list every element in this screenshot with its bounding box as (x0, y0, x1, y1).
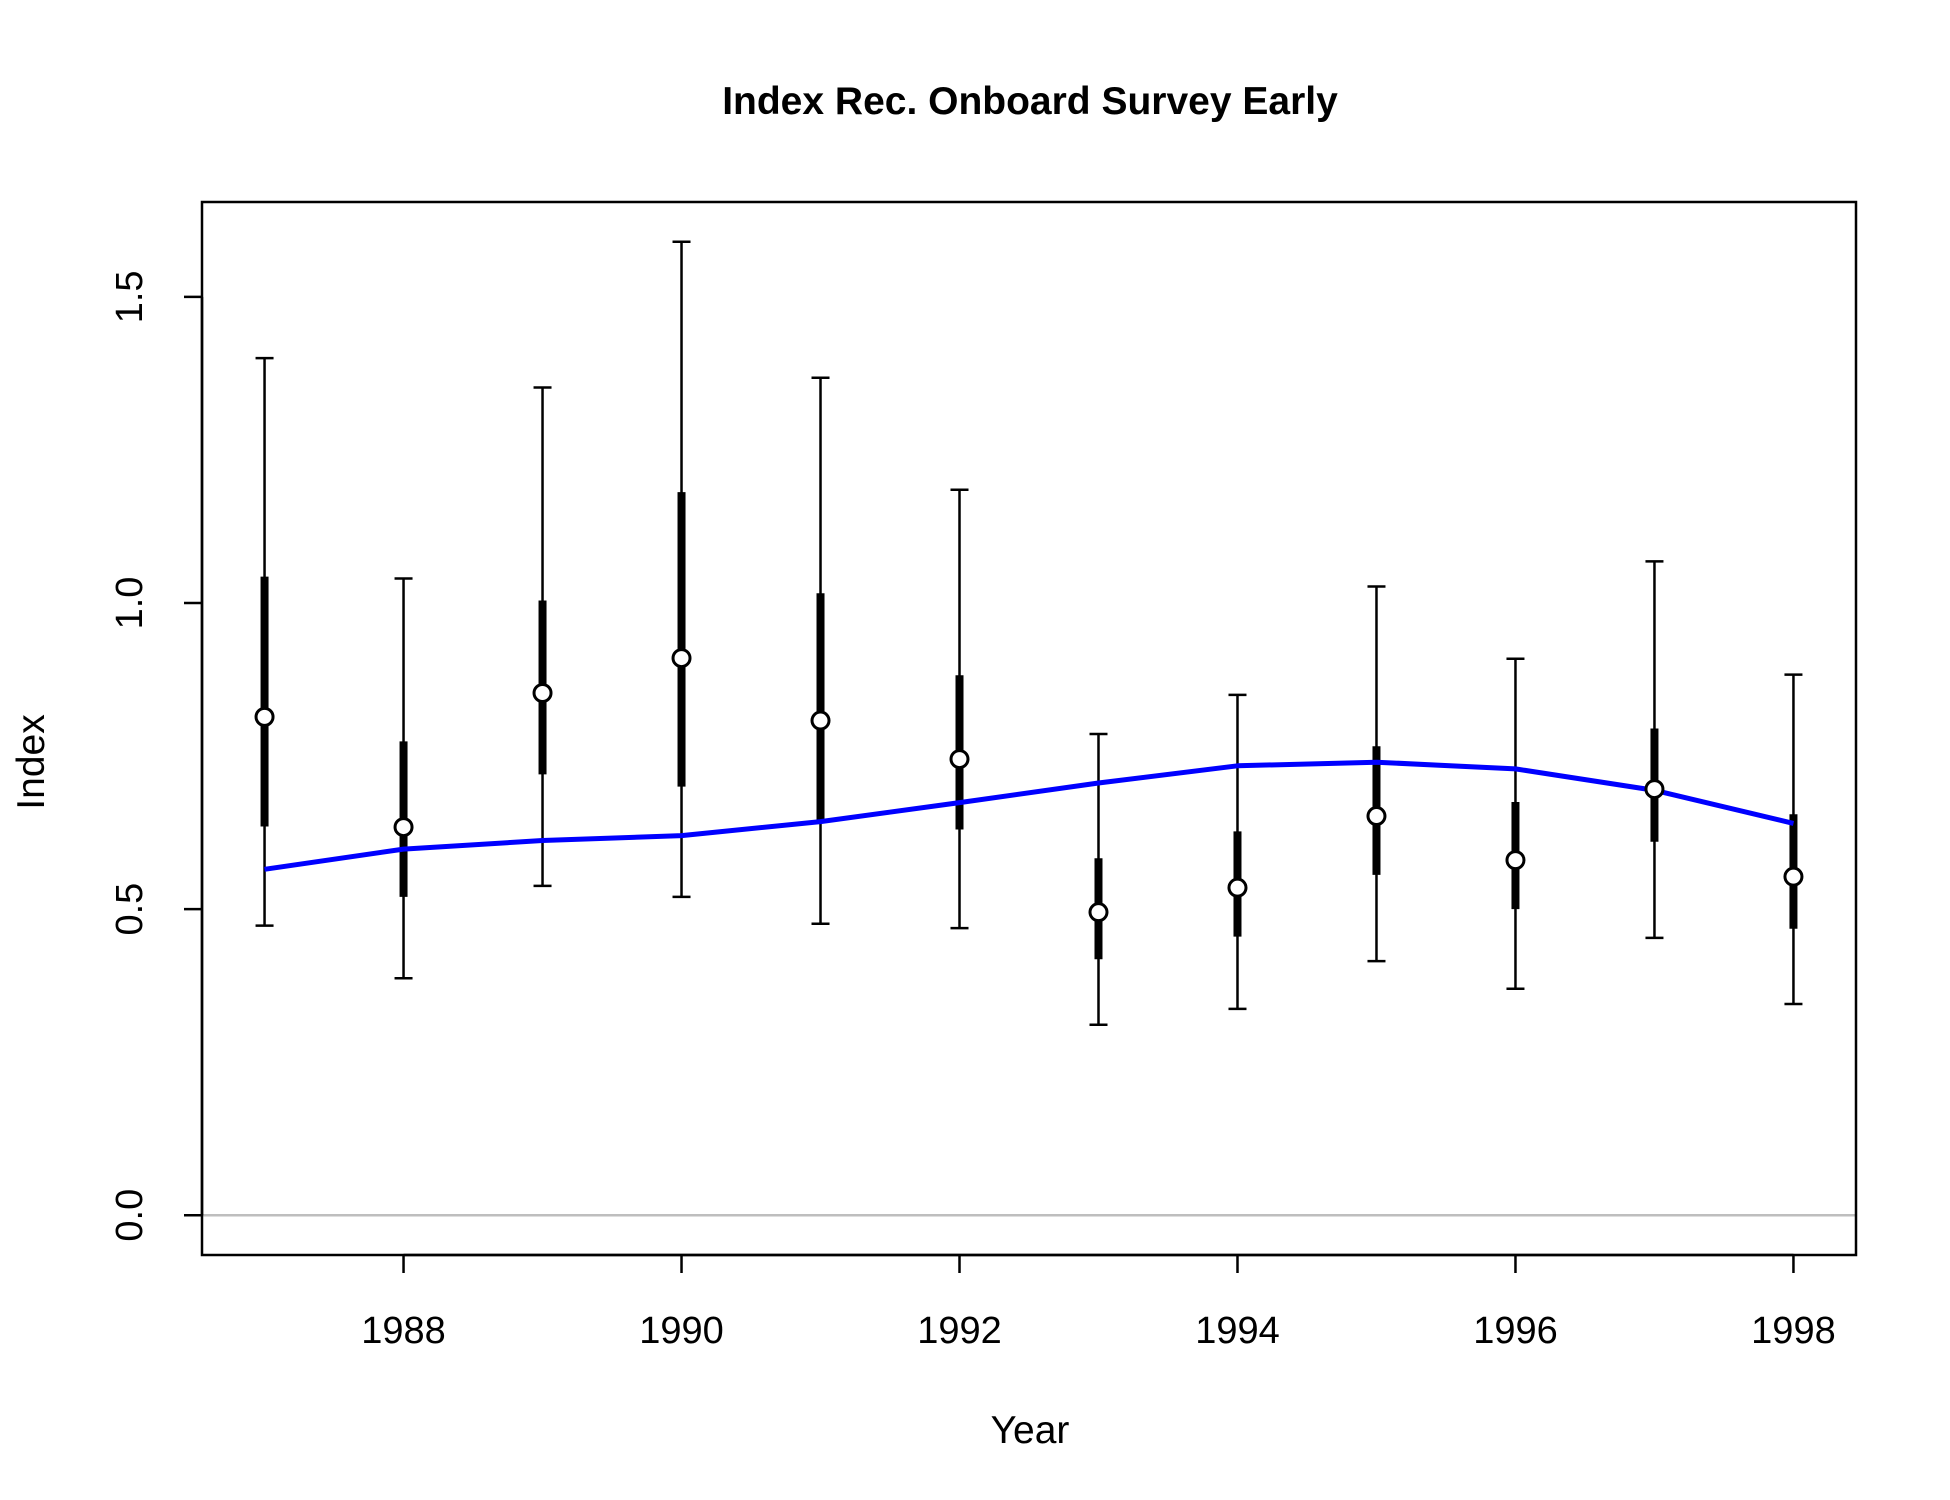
observed-point (949, 749, 970, 770)
observed-point (254, 706, 275, 727)
y-tick-label: 1.0 (109, 577, 151, 630)
x-tick-label: 1988 (361, 1310, 446, 1352)
observed-point (671, 648, 692, 669)
observed-point (1783, 866, 1804, 887)
y-tick-label: 0.0 (109, 1189, 151, 1242)
x-tick-label: 1994 (1195, 1310, 1280, 1352)
chart-title: Index Rec. Onboard Survey Early (722, 80, 1338, 123)
observed-point (810, 710, 831, 731)
observed-point (1227, 877, 1248, 898)
observed-point (1088, 902, 1109, 923)
x-tick-label: 1998 (1751, 1310, 1836, 1352)
x-tick-label: 1996 (1473, 1310, 1558, 1352)
y-tick-label: 1.5 (109, 270, 151, 323)
expected-index-line (264, 759, 1795, 872)
y-axis-title: Index (10, 714, 53, 810)
x-axis-title: Year (991, 1409, 1070, 1452)
x-tick-label: 1990 (639, 1310, 724, 1352)
observed-point (393, 817, 414, 838)
plot-frame (200, 200, 1858, 1257)
observed-point (1505, 850, 1526, 871)
y-tick-label: 0.5 (109, 883, 151, 936)
x-tick-label: 1992 (917, 1310, 1002, 1352)
observed-point (532, 682, 553, 703)
observed-point (1644, 779, 1665, 800)
observed-point (1366, 806, 1387, 827)
